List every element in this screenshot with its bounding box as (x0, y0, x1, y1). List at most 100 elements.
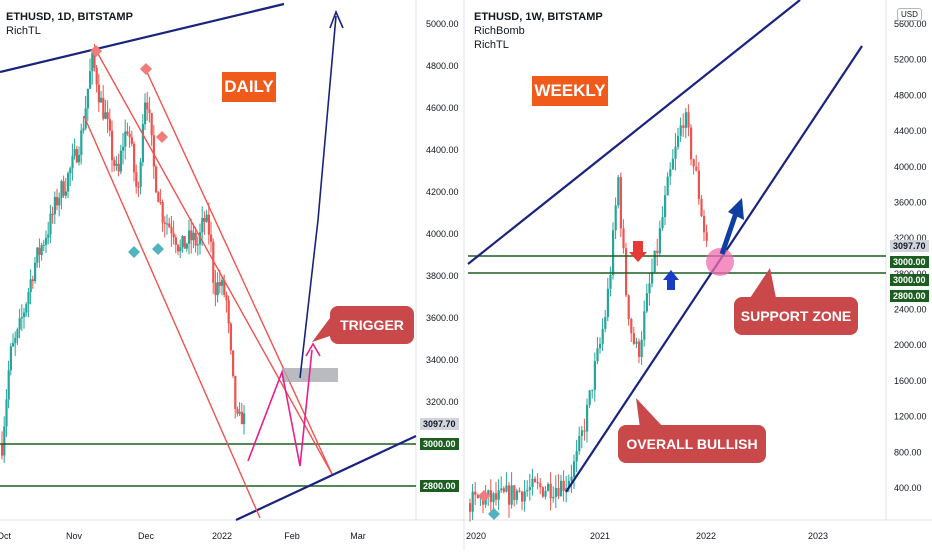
projection-arrowhead (305, 342, 321, 357)
left-y-tick-3: 4400.00 (426, 145, 459, 155)
right-x-tick-3: 2023 (808, 531, 828, 541)
left-y-tick-1: 4800.00 (426, 61, 459, 71)
candle (97, 84, 100, 103)
candle (34, 262, 37, 282)
candle (47, 234, 50, 238)
candle (141, 124, 144, 163)
candle (152, 135, 155, 167)
candle (547, 483, 550, 491)
channel-upper-line (96, 51, 333, 475)
candle (174, 237, 177, 245)
candle (236, 408, 239, 414)
candle (100, 97, 103, 103)
candle (695, 166, 698, 171)
candle (108, 119, 111, 131)
candle (229, 323, 232, 351)
right-symbol: ETHUSD, 1W, BITSTAMP (474, 11, 603, 23)
candle (528, 487, 531, 490)
buy-signal-diamond (488, 508, 500, 520)
candle (554, 487, 557, 497)
candle (23, 312, 26, 318)
candle (588, 390, 591, 405)
right-y-tick-13: 400.00 (894, 483, 922, 493)
candle (575, 451, 578, 462)
candle (14, 337, 17, 344)
candle (172, 233, 175, 238)
support-touch-circle (706, 248, 734, 276)
right-indicator-richbomb[interactable]: RichBomb (474, 25, 525, 37)
candle (60, 181, 63, 198)
candle (567, 480, 570, 489)
candle (144, 102, 147, 125)
right-support-3000-label: 3000.00 (890, 256, 929, 268)
candle (669, 169, 672, 177)
candle (203, 217, 206, 222)
right-y-tick-10: 1600.00 (894, 376, 927, 386)
left-y-tick-4: 4200.00 (426, 187, 459, 197)
right-y-tick-3: 4400.00 (894, 126, 927, 136)
candle (510, 485, 513, 505)
candle (119, 150, 122, 172)
candle (201, 217, 204, 233)
candle (20, 317, 23, 319)
candle (159, 202, 162, 204)
weekly-candles (469, 104, 708, 522)
bullish-callout-pointer (636, 398, 664, 428)
candle (183, 236, 186, 249)
candle (614, 205, 617, 231)
candle (75, 149, 78, 163)
candle (617, 177, 620, 206)
candle (573, 461, 576, 477)
left-indicator-richtl[interactable]: RichTL (6, 25, 41, 37)
right-y-tick-9: 2000.00 (894, 340, 927, 350)
candle (619, 177, 622, 229)
right-x-tick-2: 2022 (696, 531, 716, 541)
candle (38, 247, 41, 255)
candle (16, 329, 19, 338)
buy-signal-diamond (128, 246, 140, 258)
right-y-tick-0: 5600.00 (894, 19, 927, 29)
candle (666, 176, 669, 196)
candle (604, 316, 607, 329)
candle (53, 196, 56, 215)
candle (632, 333, 635, 344)
right-y-tick-5: 3600.00 (894, 197, 927, 207)
candle (161, 202, 164, 223)
candle (690, 127, 693, 160)
candle (86, 88, 89, 109)
candle (223, 279, 226, 295)
left-y-tick-6: 3800.00 (426, 271, 459, 281)
candle (194, 232, 197, 246)
left-x-tick-2: Dec (138, 531, 155, 541)
candle (648, 283, 651, 294)
right-y-tick-7: 2800.00 (894, 269, 927, 279)
candle (645, 293, 648, 312)
candle (500, 488, 503, 491)
candle (502, 488, 505, 492)
candle (42, 244, 45, 246)
candle (583, 430, 586, 432)
currency-badge[interactable]: USD (897, 8, 922, 21)
candle (679, 125, 682, 136)
candle (29, 279, 32, 293)
candle (148, 109, 151, 114)
candle (225, 294, 228, 301)
candle (221, 279, 224, 286)
candle (638, 341, 641, 357)
candle (243, 413, 246, 425)
candle (56, 196, 59, 206)
candle (5, 399, 8, 427)
candle (703, 216, 706, 233)
candle (1, 444, 4, 456)
candle (128, 133, 131, 138)
candle (78, 154, 81, 163)
candle (682, 125, 685, 128)
candle (518, 490, 521, 492)
candle (185, 243, 188, 249)
sell-signal-diamond (90, 45, 102, 57)
right-x-tick-1: 2021 (590, 531, 610, 541)
right-indicator-richtl[interactable]: RichTL (474, 39, 509, 51)
trigger-callout-pointer (312, 318, 330, 342)
